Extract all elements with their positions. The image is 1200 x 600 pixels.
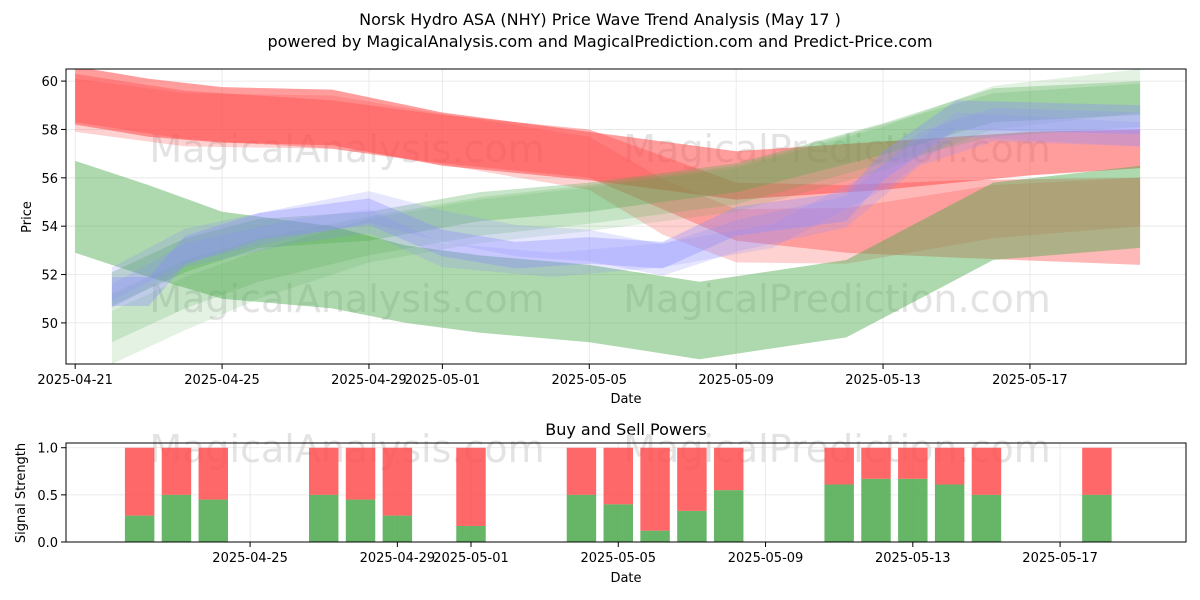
signal-axes-frame xyxy=(65,442,1187,543)
price-x-tick-label: 2025-05-05 xyxy=(551,373,627,388)
price-bands xyxy=(75,69,1141,364)
price-wave-panel: MagicalAnalysis.com MagicalPrediction.co… xyxy=(20,68,1187,407)
signal-panel: Buy and Sell Powers MagicalAnalysis.com … xyxy=(14,420,1187,586)
blue-wave-band xyxy=(111,107,1141,302)
signal-x-tick-label: 2025-05-09 xyxy=(728,551,804,566)
signal-bars xyxy=(124,447,1112,542)
sell-power-bar xyxy=(824,447,854,485)
buy-power-bar xyxy=(566,494,597,542)
buy-power-bar xyxy=(971,494,1002,542)
price-axes-frame xyxy=(65,68,1187,365)
buy-power-bar xyxy=(382,515,413,542)
buy-power-bar xyxy=(861,478,891,542)
signal-x-tick-label: 2025-05-17 xyxy=(1022,551,1098,566)
sell-power-bar xyxy=(161,447,192,495)
watermark-prediction: MagicalPrediction.com xyxy=(623,277,1051,321)
buy-power-bar xyxy=(345,499,376,542)
signal-title: Buy and Sell Powers xyxy=(545,420,707,439)
sell-power-bar xyxy=(345,447,376,500)
price-x-tick-label: 2025-04-21 xyxy=(37,373,113,388)
buy-power-bar xyxy=(640,530,670,542)
buy-power-bar xyxy=(308,494,339,542)
buy-power-bar xyxy=(1082,494,1112,542)
signal-y-ticks: 0.0 0.5 1.0 xyxy=(37,442,66,551)
buy-power-bar xyxy=(677,510,707,542)
blue-wave-band xyxy=(111,112,1141,309)
price-x-tick-label: 2025-05-09 xyxy=(698,373,774,388)
watermark-analysis: MagicalAnalysis.com xyxy=(149,277,544,321)
buy-power-bar xyxy=(934,484,965,542)
signal-x-tick-label: 2025-04-29 xyxy=(360,551,436,566)
sell-power-bar xyxy=(898,447,928,479)
sell-power-bar xyxy=(713,447,744,491)
price-x-ticks: 2025-04-21 2025-04-25 2025-04-292025-05-01… xyxy=(37,364,1068,388)
signal-x-label: Date xyxy=(610,571,641,586)
price-x-tick-label: 2025-04-25 xyxy=(184,373,260,388)
price-y-label: Price xyxy=(20,201,35,233)
buy-power-bar xyxy=(161,494,192,542)
red-wave-band xyxy=(75,78,1141,264)
blue-wave-band xyxy=(111,100,1141,307)
price-x-tick-label: 2025-04-29 xyxy=(331,373,407,388)
signal-y-tick-label: 0.5 xyxy=(37,489,58,504)
price-y-tick-label: 60 xyxy=(41,75,58,90)
buy-power-bar xyxy=(456,525,486,542)
signal-x-tick-label: 2025-05-13 xyxy=(875,551,951,566)
sell-power-bar xyxy=(566,447,597,495)
sell-power-bar xyxy=(456,447,486,526)
signal-y-label: Signal Strength xyxy=(14,443,29,543)
buy-power-bar xyxy=(198,499,228,542)
buy-power-bar xyxy=(124,515,155,542)
buy-power-bar xyxy=(824,484,854,542)
green-wave-band xyxy=(111,81,1141,306)
price-x-tick-label: 2025-05-13 xyxy=(845,373,921,388)
green-wave-band xyxy=(111,69,1141,364)
green-wave-band xyxy=(111,83,1141,343)
chart-subtitle: powered by MagicalAnalysis.com and Magic… xyxy=(267,32,933,51)
sell-power-bar xyxy=(308,447,339,495)
signal-x-tick-label: 2025-05-01 xyxy=(433,551,509,566)
sell-power-bar xyxy=(677,447,707,511)
signal-x-tick-label: 2025-04-25 xyxy=(212,551,288,566)
sell-power-bar xyxy=(382,447,413,516)
sell-power-bar xyxy=(861,447,891,479)
sell-power-bar xyxy=(198,447,228,500)
signal-x-tick-label: 2025-05-05 xyxy=(580,551,656,566)
signal-y-tick-label: 1.0 xyxy=(37,442,58,457)
price-y-tick-label: 58 xyxy=(41,123,58,138)
green-wave-band xyxy=(75,160,1141,360)
sell-power-bar xyxy=(124,447,155,516)
sell-power-bar xyxy=(971,447,1002,495)
sell-power-bar xyxy=(640,447,670,531)
price-y-tick-label: 54 xyxy=(41,220,58,235)
price-grid xyxy=(66,69,1186,364)
red-wave-band xyxy=(75,69,1141,200)
price-y-tick-label: 56 xyxy=(41,172,58,187)
buy-power-bar xyxy=(603,504,633,542)
price-x-tick-label: 2025-05-17 xyxy=(992,373,1068,388)
chart-title: Norsk Hydro ASA (NHY) Price Wave Trend A… xyxy=(359,10,841,29)
price-y-ticks: 50 52 54 56 58 60 xyxy=(41,75,66,332)
price-x-tick-label: 2025-05-01 xyxy=(405,373,481,388)
red-wave-band xyxy=(75,73,1141,265)
price-y-tick-label: 52 xyxy=(41,269,58,284)
sell-power-bar xyxy=(603,447,633,505)
price-x-label: Date xyxy=(610,392,641,407)
sell-power-bar xyxy=(934,447,965,485)
buy-power-bar xyxy=(713,490,744,542)
sell-power-bar xyxy=(1082,447,1112,495)
buy-power-bar xyxy=(898,478,928,542)
signal-y-tick-label: 0.0 xyxy=(37,536,58,551)
price-y-tick-label: 50 xyxy=(41,317,58,332)
